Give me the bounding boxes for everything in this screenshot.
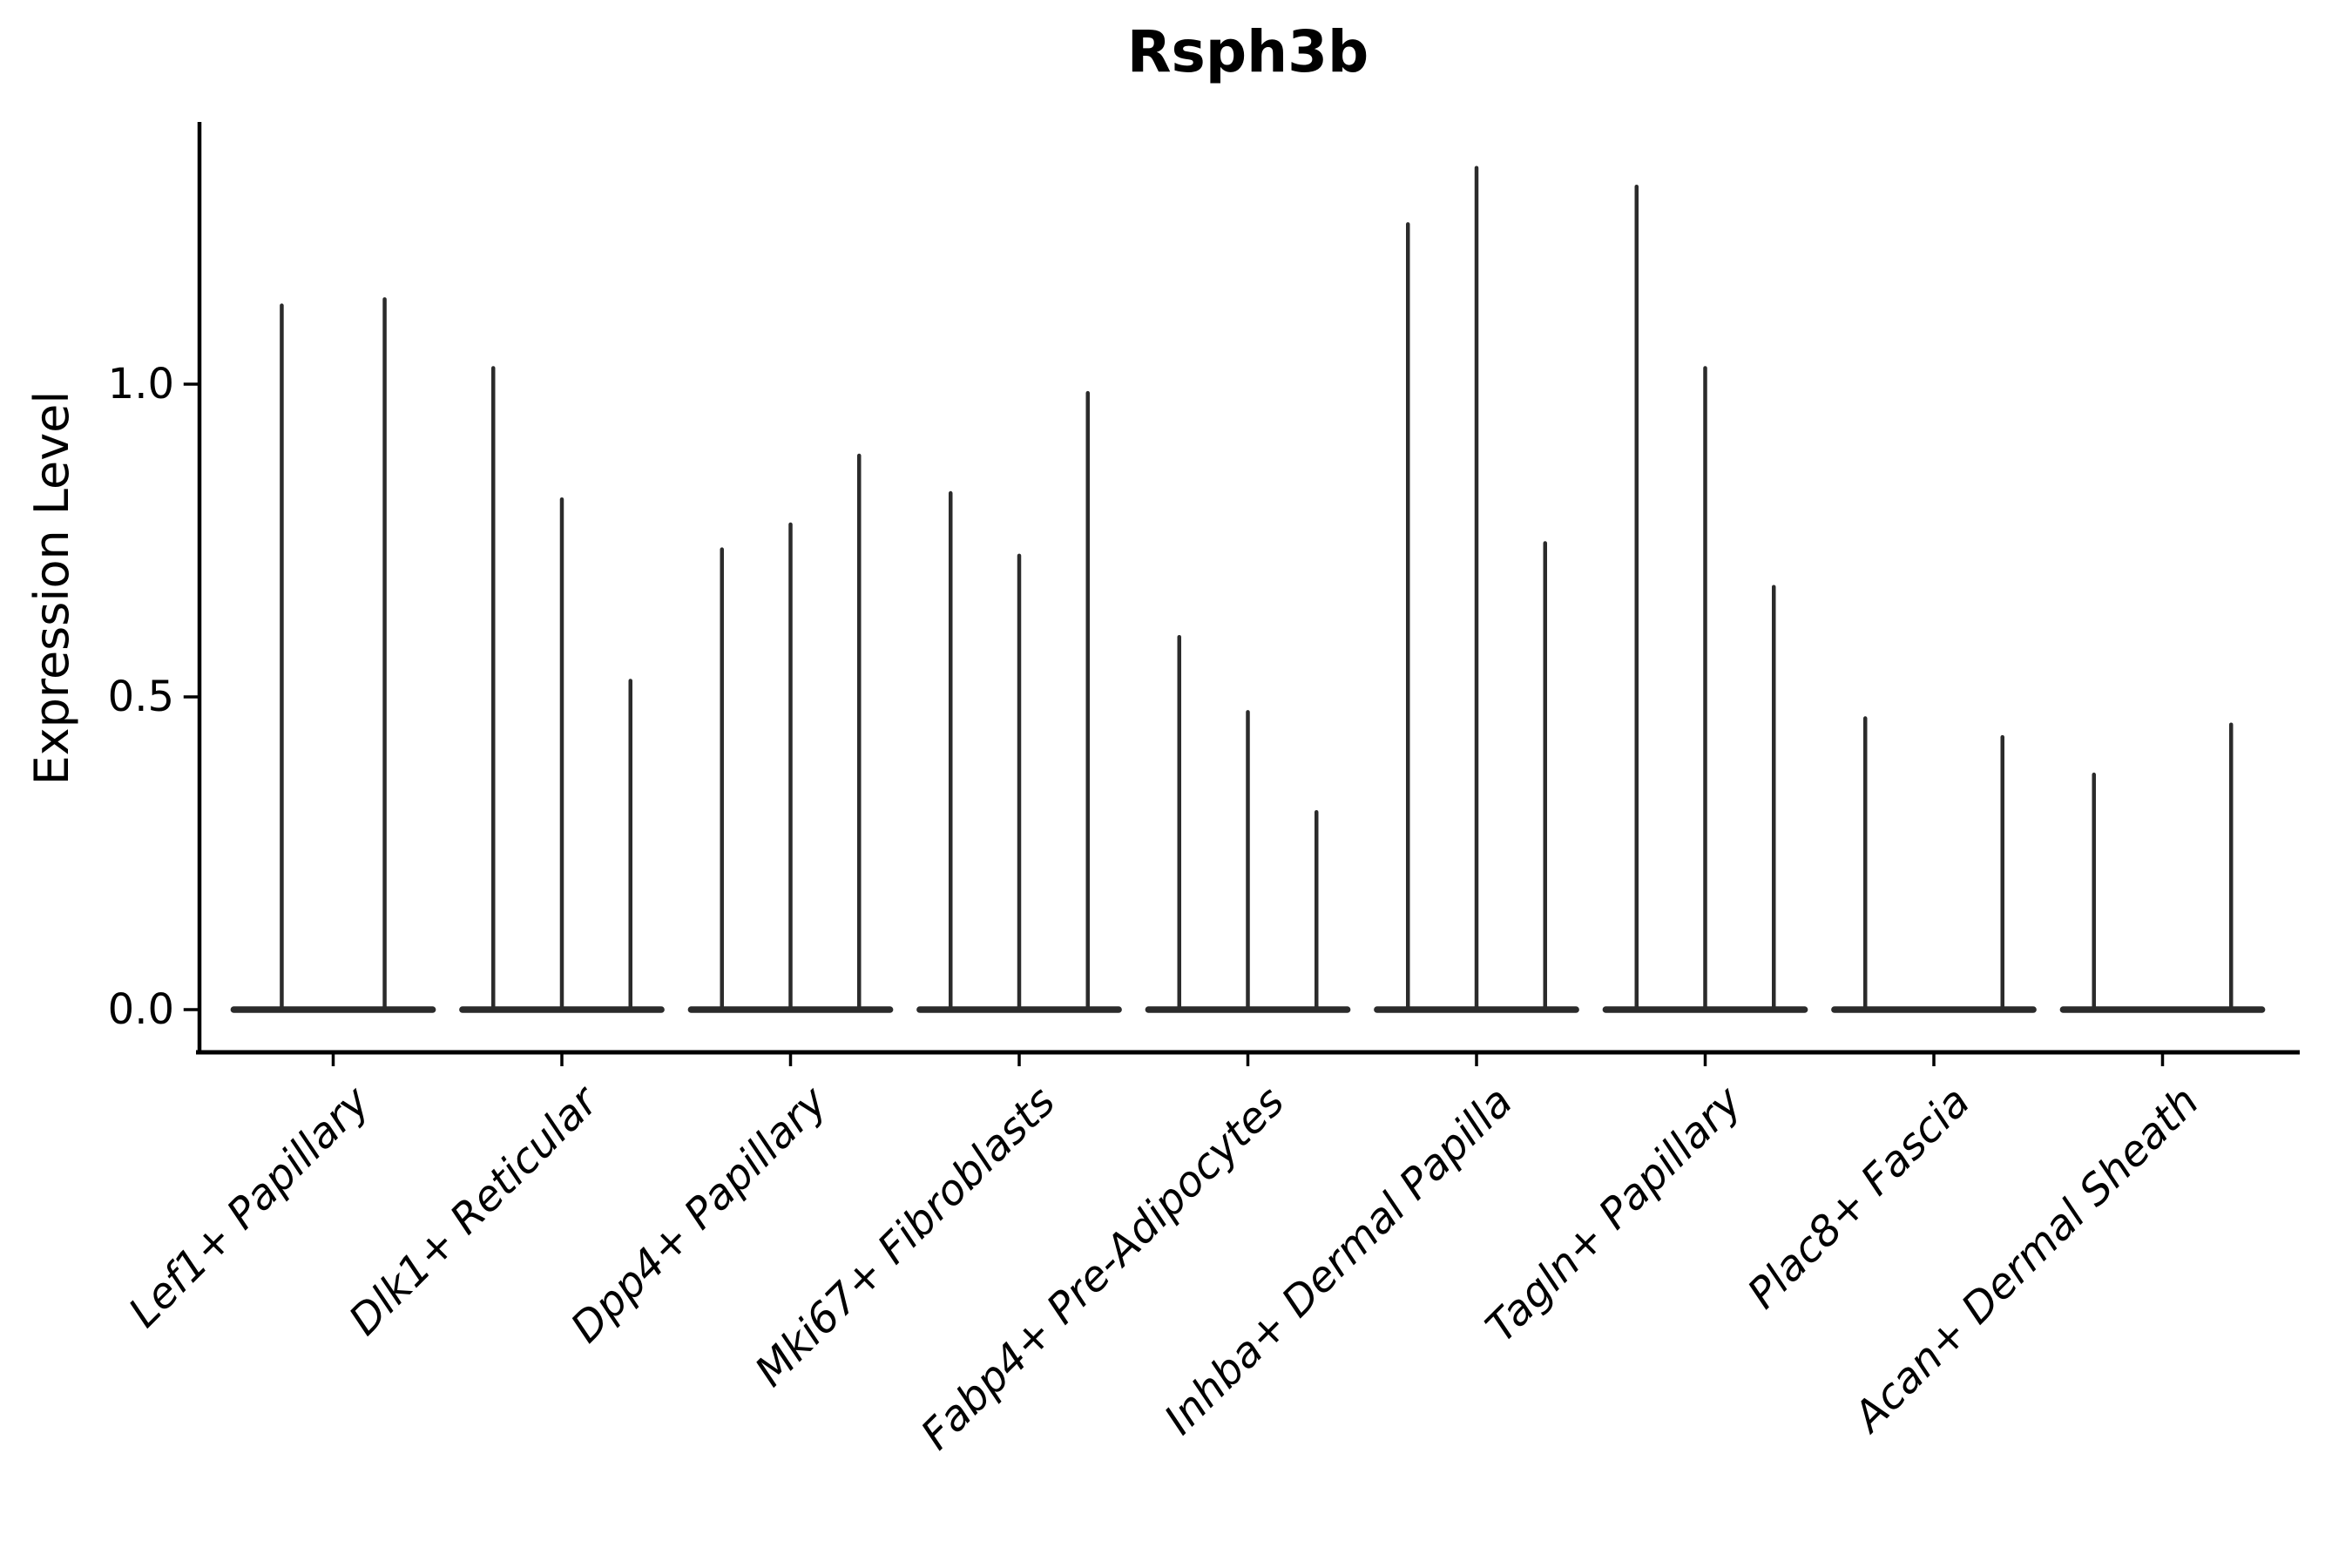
y-tick-label: 1.0 xyxy=(107,360,174,409)
chart-title: Rsph3b xyxy=(1126,18,1369,85)
y-tick-label: 0.0 xyxy=(107,985,174,1034)
y-tick-label: 0.5 xyxy=(107,672,174,721)
